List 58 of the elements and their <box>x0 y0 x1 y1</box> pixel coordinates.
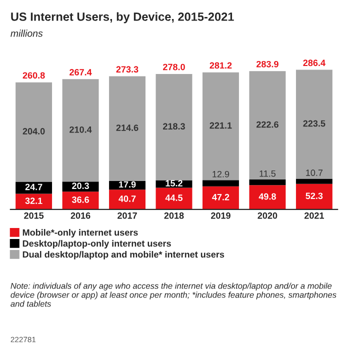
total-label: 281.2 <box>210 62 232 69</box>
total-label: 273.3 <box>116 66 138 73</box>
bar <box>249 185 286 210</box>
bar <box>62 79 99 182</box>
data-label: 40.7 <box>118 196 136 202</box>
data-label: 10.7 <box>306 170 323 176</box>
data-label: 20.3 <box>72 182 89 190</box>
total-label: 286.4 <box>303 60 326 66</box>
bar <box>156 74 192 180</box>
x-tick-label: 2017 <box>118 212 137 219</box>
bar <box>249 180 286 186</box>
data-label: 36.6 <box>72 196 89 203</box>
total-label: 260.8 <box>22 72 45 79</box>
total-label: 278.0 <box>163 64 185 70</box>
bar <box>62 192 99 210</box>
data-label: 11.5 <box>260 170 276 177</box>
data-label: 221.1 <box>210 122 232 129</box>
data-label: 214.6 <box>116 124 138 131</box>
bar <box>16 82 52 182</box>
x-tick-label: 2021 <box>304 212 324 219</box>
legend-label: Dual desktop/laptop and mobile* internet users <box>22 251 224 260</box>
x-tick-label: 2019 <box>211 212 230 219</box>
x-tick-label: 2015 <box>24 212 44 219</box>
bar <box>296 184 332 210</box>
data-label: 222.6 <box>256 121 278 128</box>
legend-label: Desktop/laptop-only internet users <box>22 240 171 248</box>
x-tick-label: 2018 <box>164 212 184 219</box>
bar <box>249 71 286 180</box>
bar <box>296 70 332 179</box>
bar <box>109 76 146 181</box>
chart-subtitle: millions <box>10 30 43 37</box>
bar <box>156 188 192 210</box>
data-label: 44.5 <box>165 194 183 201</box>
bar <box>16 182 52 194</box>
data-label: 204.0 <box>22 128 45 134</box>
bar <box>109 190 146 210</box>
data-label: 12.9 <box>212 170 230 178</box>
data-label: 24.7 <box>25 184 42 190</box>
x-tick-label: 2020 <box>258 212 278 219</box>
bar <box>296 178 332 184</box>
data-label: 52.3 <box>306 192 323 200</box>
data-label: 218.3 <box>163 123 185 130</box>
chart-title: US Internet Users, by Device, 2015-2021 <box>11 12 234 24</box>
legend-label: Mobile*-only internet users <box>22 229 138 238</box>
data-label: 49.8 <box>258 193 276 200</box>
text: Note: individuals of any age who access the internet via desktop/laptop and/or a mobile device (browser or app) at least once per month; *includes feature phones, smartphones and tablets <box>10 282 336 307</box>
data-label: 32.1 <box>25 198 42 204</box>
data-label: 15.2 <box>166 180 182 186</box>
x-tick-label: 2016 <box>70 212 90 219</box>
bar <box>202 186 239 210</box>
data-label: 17.9 <box>119 181 136 188</box>
total-label: 283.9 <box>256 60 278 68</box>
bar <box>202 180 239 186</box>
data-label: 223.5 <box>303 120 326 127</box>
data-label: 47.2 <box>212 194 230 200</box>
total-label: 267.4 <box>70 69 92 76</box>
data-label: 210.4 <box>70 126 92 133</box>
bar <box>202 72 239 180</box>
